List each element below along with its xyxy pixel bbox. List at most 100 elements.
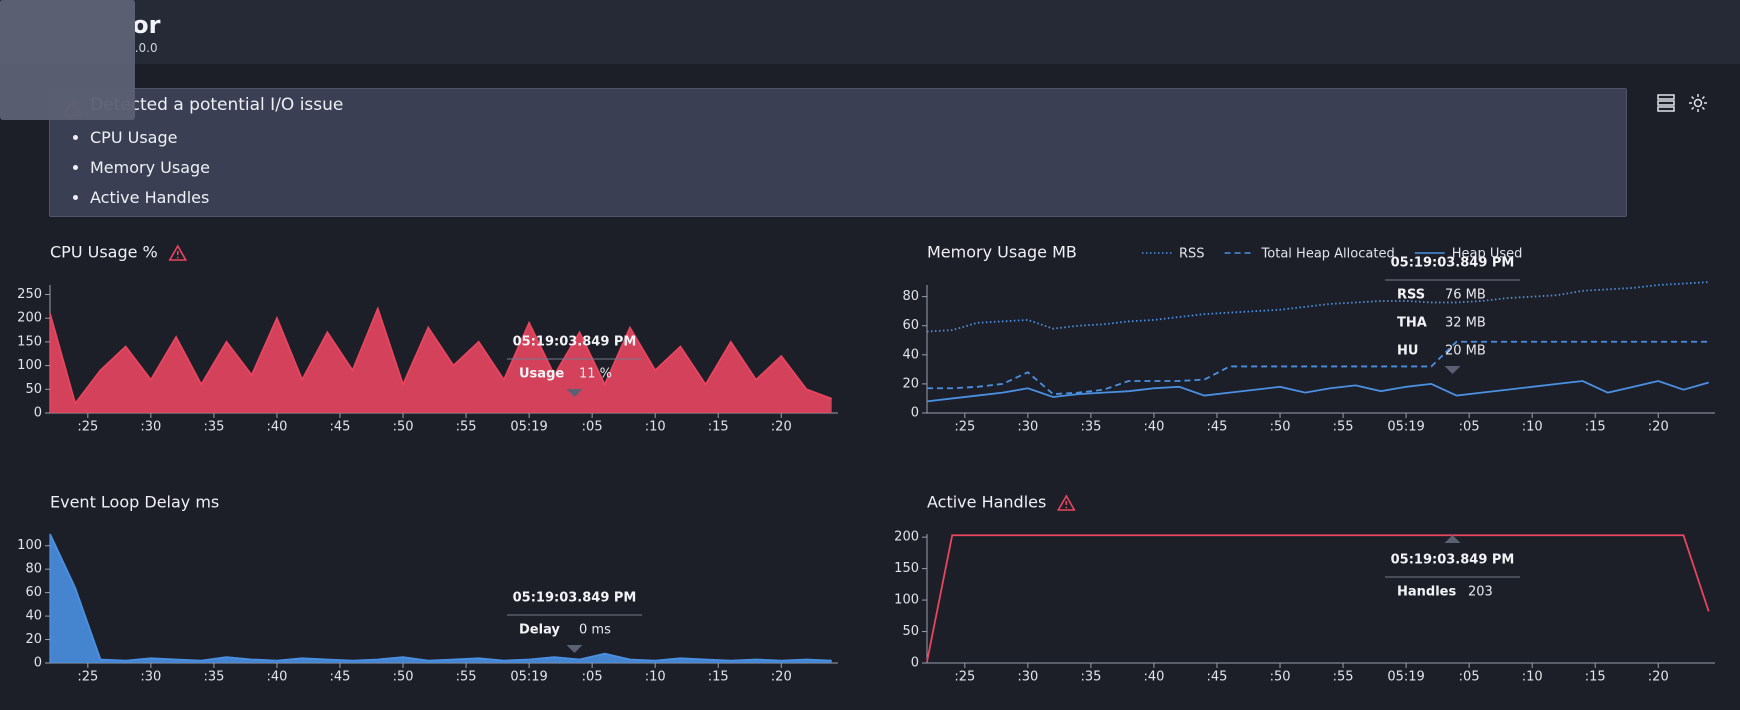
x-tick-label: :05 (582, 670, 603, 685)
x-tick-label: :45 (1207, 670, 1228, 685)
chart-title: CPU Usage % (50, 243, 158, 262)
warning-icon (1056, 494, 1076, 511)
tooltip-arrow (566, 389, 583, 397)
x-tick-label: :50 (393, 670, 414, 685)
y-tick-label: 0 (911, 656, 919, 671)
series-line (926, 534, 1710, 662)
tooltip-label: HU (1397, 344, 1418, 359)
x-tick-label: :20 (771, 670, 792, 685)
x-tick-label: 05:19 (510, 420, 547, 435)
x-tick-label: :20 (771, 420, 792, 435)
tooltip-arrow (566, 645, 583, 653)
legend-label: RSS (1179, 247, 1205, 262)
y-tick-label: 80 (25, 562, 42, 577)
y-tick-label: 100 (894, 593, 919, 608)
alert: Detected a potential I/O issue CPU Usage… (49, 88, 1627, 217)
x-tick-label: :15 (708, 670, 729, 685)
area-fill (50, 534, 832, 663)
legend-label: Heap Used (1452, 247, 1523, 262)
tooltip-box (0, 0, 135, 64)
x-tick-label: :55 (1333, 420, 1354, 435)
x-tick-label: :45 (330, 670, 351, 685)
tooltip-label: Usage (519, 367, 564, 382)
x-tick-label: :30 (140, 670, 161, 685)
tooltip-arrow (1444, 535, 1461, 543)
x-tick-label: :35 (1080, 670, 1101, 685)
x-tick-label: :30 (1017, 420, 1038, 435)
y-tick-label: 80 (902, 289, 919, 304)
y-tick-label: 100 (17, 358, 42, 373)
x-tick-label: :15 (1585, 670, 1606, 685)
x-tick-label: 05:19 (1387, 420, 1424, 435)
tooltip-value: 20 MB (1445, 344, 1486, 359)
tooltip-label: Handles (1397, 585, 1456, 600)
tooltip-value: 0 ms (579, 623, 611, 638)
x-tick-label: :55 (456, 670, 477, 685)
x-tick-label: :40 (1143, 670, 1164, 685)
chart-title: Memory Usage MB (927, 243, 1077, 262)
x-tick-label: :35 (203, 670, 224, 685)
y-tick-label: 200 (894, 530, 919, 545)
x-tick-label: :30 (1017, 670, 1038, 685)
y-tick-label: 60 (902, 318, 919, 333)
y-tick-label: 50 (902, 624, 919, 639)
x-tick-label: :10 (1522, 670, 1543, 685)
warning-dot (176, 256, 179, 259)
x-tick-label: :10 (645, 670, 666, 685)
chart-title: Event Loop Delay ms (50, 493, 219, 512)
series-line (49, 306, 833, 406)
alert-title: Detected a potential I/O issue (90, 95, 344, 115)
x-tick-label: :15 (1585, 420, 1606, 435)
area-fill (50, 308, 832, 413)
layout-toggle[interactable] (1656, 93, 1676, 113)
x-tick-label: :10 (645, 420, 666, 435)
x-tick-label: :55 (456, 420, 477, 435)
y-tick-label: 250 (17, 287, 42, 302)
tooltip-time: 05:19:03.849 PM (1391, 553, 1515, 568)
series-line (926, 281, 1709, 333)
series-line (926, 380, 1709, 403)
x-tick-label: 05:19 (1387, 670, 1424, 685)
tooltip-time: 05:19:03.849 PM (513, 591, 637, 606)
x-tick-label: :25 (954, 670, 975, 685)
tooltip-label: RSS (1397, 288, 1425, 303)
y-tick-label: 150 (894, 561, 919, 576)
warning-dot (1065, 506, 1068, 509)
warning-icon (168, 244, 188, 261)
y-tick-label: 200 (17, 311, 42, 326)
y-tick-label: 0 (34, 406, 42, 421)
y-tick-label: 0 (911, 406, 919, 421)
x-tick-label: :25 (77, 420, 98, 435)
tooltip: 05:19:03.849 PM Handles 203 (1385, 535, 1520, 600)
theme-toggle[interactable] (1688, 93, 1708, 113)
y-tick-label: 20 (902, 376, 919, 391)
x-tick-label: :45 (1207, 420, 1228, 435)
x-tick-label: :15 (708, 420, 729, 435)
x-tick-label: :50 (1270, 420, 1291, 435)
alert-list: CPU Usage Memory Usage Active Handles (50, 123, 210, 213)
x-tick-label: :35 (203, 420, 224, 435)
chart-title: Active Handles (927, 493, 1046, 512)
x-tick-label: :40 (266, 670, 287, 685)
y-tick-label: 60 (25, 585, 42, 600)
tooltip-time: 05:19:03.849 PM (513, 335, 637, 350)
series-line (927, 340, 1709, 396)
x-tick-label: :25 (77, 670, 98, 685)
tooltip-time: 05:19:03.849 PM (1391, 256, 1515, 271)
y-tick-label: 150 (17, 334, 42, 349)
x-tick-label: :05 (1459, 670, 1480, 685)
alert-item: Memory Usage (90, 153, 210, 183)
x-tick-label: :40 (266, 420, 287, 435)
x-tick-label: :20 (1648, 670, 1669, 685)
x-tick-label: :05 (582, 420, 603, 435)
x-tick-label: :30 (140, 420, 161, 435)
x-tick-label: 05:19 (510, 670, 547, 685)
tooltip-arrow (1444, 366, 1461, 374)
alert-item: CPU Usage (90, 123, 210, 153)
tooltip: 05:19:03.849 PM RSS 76 MB THA 32 MB HU 20 MB (1385, 256, 1520, 374)
tooltip-label: THA (1397, 316, 1427, 331)
tooltip-value: 203 (1468, 585, 1493, 600)
warning-triangle (1056, 494, 1076, 511)
